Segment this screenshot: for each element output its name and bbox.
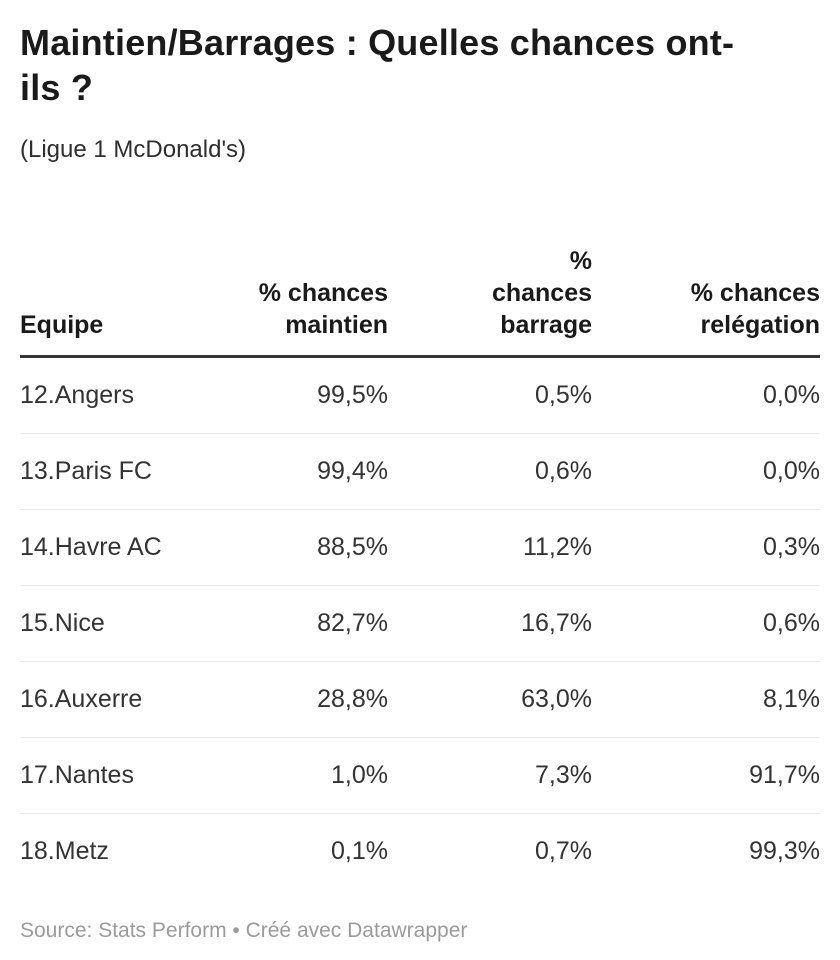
column-header-relegation: % chances relégation <box>592 216 820 358</box>
relegation-cell: 0,0% <box>763 380 820 409</box>
table-header: Equipe % chances maintien % chances barr… <box>20 216 820 358</box>
column-header-maintien-label: % chances maintien <box>258 278 388 339</box>
barrage-cell: 0,6% <box>388 432 592 510</box>
column-header-equipe-label: Equipe <box>20 310 104 339</box>
maintien-cell: 28,8% <box>170 660 388 738</box>
relegation-cell: 99,3% <box>592 812 820 889</box>
page-title: Maintien/Barrages : Quelles chances ont-… <box>20 22 735 109</box>
team-cell: 13.Paris FC <box>20 432 170 510</box>
team-cell: 16.Auxerre <box>20 660 170 738</box>
barrage-cell: 63,0% <box>388 660 592 738</box>
relegation-cell: 8,1% <box>592 660 820 738</box>
table-row: 16.Auxerre 28,8% 63,0% 8,1% <box>20 660 820 738</box>
relegation-cell: 0,0% <box>592 432 820 510</box>
team-cell: 15.Nice <box>20 584 170 662</box>
table-row: 17.Nantes 1,0% 7,3% 91,7% <box>20 736 820 814</box>
team-cell: 18.Metz <box>20 812 170 889</box>
table-header-row: Equipe % chances maintien % chances barr… <box>20 216 820 358</box>
maintien-cell: 1,0% <box>170 736 388 814</box>
team-cell: 17.Nantes <box>20 736 170 814</box>
barrage-cell: 11,2% <box>388 508 592 586</box>
maintien-cell: 82,7% <box>170 584 388 662</box>
maintien-cell: 0,1% <box>170 812 388 889</box>
column-header-barrage: % chances barrage <box>388 216 592 358</box>
barrage-cell: 7,3% <box>388 736 592 814</box>
relegation-cell: 0,6% <box>592 584 820 662</box>
table-row: 14.Havre AC 88,5% 11,2% 0,3% <box>20 508 820 586</box>
relegation-cell: 91,7% <box>592 736 820 814</box>
column-header-equipe: Equipe <box>20 216 170 358</box>
barrage-cell: 16,7% <box>388 584 592 662</box>
team-cell: 12.Angers <box>20 380 134 409</box>
barrage-cell: 0,7% <box>388 812 592 889</box>
team-cell: 14.Havre AC <box>20 508 170 586</box>
standings-table: Equipe % chances maintien % chances barr… <box>20 216 820 889</box>
column-header-relegation-label: % chances relégation <box>690 278 820 339</box>
maintien-cell: 99,4% <box>170 432 388 510</box>
column-header-barrage-label: % chances barrage <box>491 246 592 339</box>
table-row: 12.Angers 99,5% 0,5% 0,0% <box>20 356 820 433</box>
page-subtitle: (Ligue 1 McDonald's) <box>20 135 247 163</box>
table-row: 13.Paris FC 99,4% 0,6% 0,0% <box>20 432 820 510</box>
table-row: 18.Metz 0,1% 0,7% 99,3% <box>20 812 820 889</box>
table-body: 12.Angers 99,5% 0,5% 0,0% 13.Paris FC 99… <box>20 356 820 889</box>
source-attribution: Source: Stats Perform • Créé avec Datawr… <box>20 918 468 942</box>
column-header-maintien: % chances maintien <box>170 216 388 358</box>
maintien-cell: 99,5% <box>317 380 388 409</box>
relegation-cell: 0,3% <box>592 508 820 586</box>
barrage-cell: 0,5% <box>535 380 592 409</box>
table-row: 15.Nice 82,7% 16,7% 0,6% <box>20 584 820 662</box>
maintien-cell: 88,5% <box>170 508 388 586</box>
